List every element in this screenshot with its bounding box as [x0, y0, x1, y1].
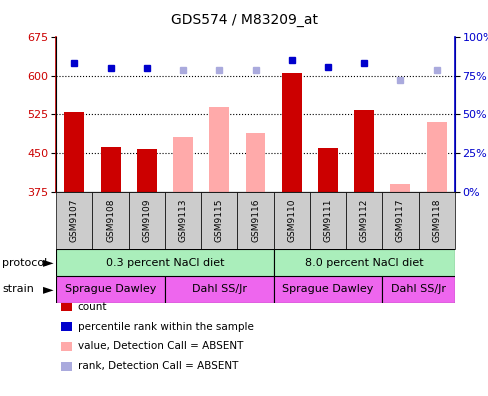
Text: rank, Detection Call = ABSENT: rank, Detection Call = ABSENT: [78, 361, 238, 371]
Text: count: count: [78, 302, 107, 312]
Text: Sprague Dawley: Sprague Dawley: [282, 284, 373, 295]
Text: GSM9116: GSM9116: [250, 199, 260, 242]
FancyBboxPatch shape: [273, 276, 382, 303]
Text: GSM9117: GSM9117: [395, 199, 404, 242]
Bar: [389, 184, 409, 192]
Text: GSM9110: GSM9110: [286, 199, 296, 242]
FancyBboxPatch shape: [273, 249, 454, 276]
Text: GSM9115: GSM9115: [214, 199, 224, 242]
Text: GSM9112: GSM9112: [359, 199, 368, 242]
Text: GSM9118: GSM9118: [431, 199, 440, 242]
Text: GDS574 / M83209_at: GDS574 / M83209_at: [171, 13, 317, 27]
Bar: [353, 110, 373, 192]
FancyBboxPatch shape: [273, 192, 309, 249]
Text: 0.3 percent NaCl diet: 0.3 percent NaCl diet: [105, 257, 224, 268]
Bar: [64, 112, 84, 192]
FancyBboxPatch shape: [56, 249, 273, 276]
FancyBboxPatch shape: [201, 192, 237, 249]
FancyBboxPatch shape: [309, 192, 346, 249]
Bar: [173, 137, 193, 192]
FancyBboxPatch shape: [164, 276, 273, 303]
Text: protocol: protocol: [2, 257, 48, 268]
FancyBboxPatch shape: [56, 192, 92, 249]
Bar: [426, 122, 446, 192]
Bar: [281, 73, 301, 192]
FancyBboxPatch shape: [56, 276, 164, 303]
Text: GSM9111: GSM9111: [323, 199, 332, 242]
Text: Dahl SS/Jr: Dahl SS/Jr: [191, 284, 246, 295]
Text: Dahl SS/Jr: Dahl SS/Jr: [390, 284, 445, 295]
Text: GSM9108: GSM9108: [106, 199, 115, 242]
Text: ►: ►: [42, 255, 53, 270]
Bar: [137, 149, 157, 192]
Text: value, Detection Call = ABSENT: value, Detection Call = ABSENT: [78, 341, 243, 352]
Bar: [101, 147, 121, 192]
Text: strain: strain: [2, 284, 34, 295]
FancyBboxPatch shape: [164, 192, 201, 249]
Text: GSM9107: GSM9107: [70, 199, 79, 242]
FancyBboxPatch shape: [382, 192, 418, 249]
Text: 8.0 percent NaCl diet: 8.0 percent NaCl diet: [304, 257, 423, 268]
Bar: [317, 148, 337, 192]
Bar: [209, 107, 229, 192]
Text: GSM9113: GSM9113: [178, 199, 187, 242]
FancyBboxPatch shape: [128, 192, 164, 249]
FancyBboxPatch shape: [237, 192, 273, 249]
Text: GSM9109: GSM9109: [142, 199, 151, 242]
Text: ►: ►: [42, 282, 53, 297]
FancyBboxPatch shape: [418, 192, 454, 249]
Text: Sprague Dawley: Sprague Dawley: [65, 284, 156, 295]
Bar: [245, 133, 265, 192]
FancyBboxPatch shape: [346, 192, 382, 249]
FancyBboxPatch shape: [92, 192, 128, 249]
FancyBboxPatch shape: [382, 276, 454, 303]
Text: percentile rank within the sample: percentile rank within the sample: [78, 322, 253, 332]
